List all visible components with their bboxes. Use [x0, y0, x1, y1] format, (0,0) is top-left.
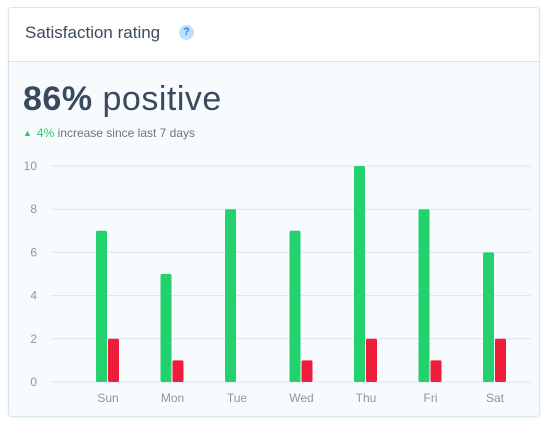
card-header: Satisfaction rating ? — [9, 8, 539, 62]
metric-label: positive — [102, 80, 222, 118]
y-tick-label: 0 — [30, 375, 37, 389]
trend-value: 4% — [36, 126, 55, 140]
bar — [108, 338, 119, 382]
trend-indicator: ▲ 4% increase since last 7 days — [23, 126, 195, 140]
x-tick-label: Tue — [227, 391, 248, 405]
x-tick-label: Mon — [161, 391, 184, 405]
bar-chart: 0 2 4 6 8 10 Sun Mon Tue Wed Thu Fri Sat — [24, 159, 531, 405]
x-tick-label: Thu — [356, 391, 377, 405]
bar — [430, 360, 442, 382]
bar — [289, 230, 301, 382]
bar — [366, 338, 377, 382]
bar — [301, 360, 313, 382]
x-tick-label: Fri — [424, 391, 438, 405]
bar — [418, 209, 430, 382]
y-tick-label: 4 — [30, 289, 37, 303]
bar — [225, 209, 236, 382]
satisfaction-card: Satisfaction rating ? 86% positive ▲ 4% i… — [8, 7, 540, 417]
metric-percent: 86% — [23, 80, 93, 118]
y-tick-label: 6 — [30, 245, 37, 259]
bar — [160, 274, 172, 382]
bar — [483, 252, 494, 382]
bar — [172, 360, 184, 382]
y-tick-label: 2 — [30, 332, 37, 346]
bar — [96, 230, 107, 382]
y-tick-label: 8 — [30, 202, 37, 216]
x-tick-label: Wed — [289, 391, 313, 405]
trend-up-icon: ▲ — [23, 128, 32, 138]
card-title: Satisfaction rating — [25, 23, 161, 42]
y-tick-label: 10 — [24, 159, 38, 173]
bar — [495, 338, 506, 382]
bar — [354, 166, 365, 382]
x-tick-label: Sun — [97, 391, 118, 405]
x-tick-label: Sat — [486, 391, 505, 405]
trend-text: increase since last 7 days — [57, 126, 196, 140]
satisfaction-metric: 86% positive — [23, 80, 222, 119]
help-icon[interactable]: ? — [179, 25, 194, 40]
